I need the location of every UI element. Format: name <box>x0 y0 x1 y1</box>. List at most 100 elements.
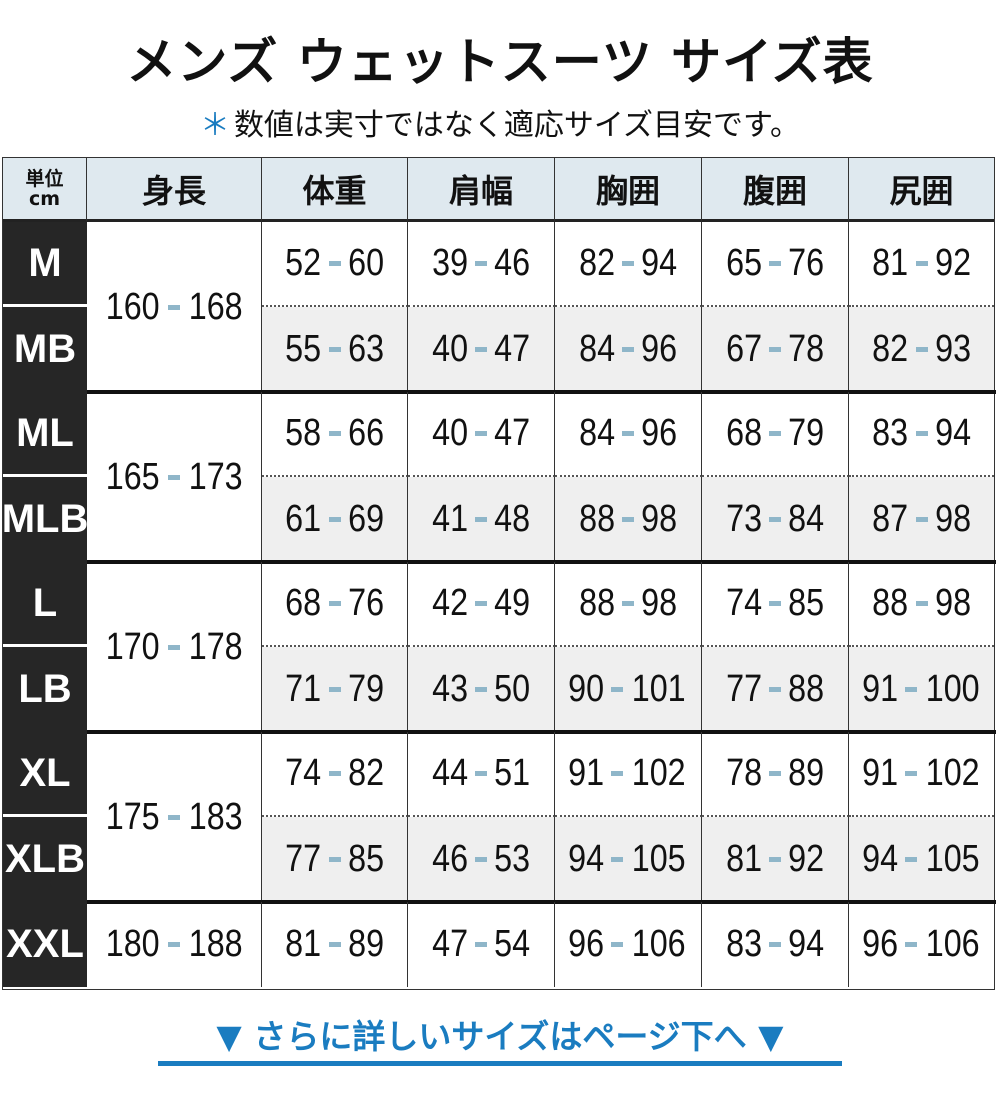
range-min: 180 <box>105 923 160 965</box>
more-details-link[interactable]: ▼ さらに詳しいサイズはページ下へ ▼ <box>160 1010 840 1058</box>
table-cell: 87 98 <box>849 477 994 562</box>
size-label: MB <box>3 307 87 392</box>
range-dash <box>475 347 487 352</box>
range-min: 82 <box>578 242 615 284</box>
column-header-label: 腹囲 <box>742 171 807 210</box>
height-cell: 175 183 <box>87 732 262 902</box>
range-dash <box>475 601 487 606</box>
table-cell: 40 47 <box>408 392 555 477</box>
range-max: 89 <box>347 923 384 965</box>
range-max: 98 <box>934 498 971 540</box>
range-min: 88 <box>578 582 615 624</box>
range-min: 81 <box>285 923 322 965</box>
range-dash <box>611 687 624 692</box>
range-min: 40 <box>431 412 468 454</box>
range-min: 91 <box>861 752 898 794</box>
range-min: 43 <box>431 668 468 710</box>
table-cell: 44 51 <box>408 732 555 817</box>
range-dash <box>622 601 634 606</box>
range-max: 183 <box>188 795 243 838</box>
range-max: 46 <box>494 242 531 284</box>
range-dash <box>915 517 928 522</box>
table-cell: 91 102 <box>555 732 702 817</box>
table-cell: 90 101 <box>555 647 702 732</box>
range-dash <box>328 261 341 266</box>
range-min: 61 <box>285 498 322 540</box>
column-header-label: 身長 <box>141 171 206 210</box>
range-dash <box>475 857 487 862</box>
table-cell: 91 102 <box>849 732 994 817</box>
table-cell: 83 94 <box>702 902 849 987</box>
range-dash <box>168 304 180 310</box>
column-header: 肩幅 <box>408 158 555 222</box>
range-dash <box>915 431 928 436</box>
range-max: 89 <box>788 752 825 794</box>
size-label: XL <box>3 732 87 817</box>
range-min: 88 <box>578 498 615 540</box>
range-max: 173 <box>188 455 243 498</box>
range-max: 105 <box>925 838 980 880</box>
range-min: 58 <box>285 412 322 454</box>
range-min: 74 <box>285 752 322 794</box>
range-min: 81 <box>725 838 762 880</box>
table-cell: 74 85 <box>702 562 849 647</box>
table-cell: 74 82 <box>262 732 408 817</box>
table-cell: 82 94 <box>555 222 702 307</box>
range-dash <box>328 857 341 862</box>
range-max: 88 <box>788 668 825 710</box>
arrow-down-icon: ▼ <box>216 1017 242 1056</box>
size-label: M <box>3 222 87 307</box>
range-max: 78 <box>788 328 825 370</box>
range-dash <box>611 771 624 776</box>
table-cell: 52 60 <box>262 222 408 307</box>
range-dash <box>769 517 781 522</box>
column-header: 身長 <box>87 158 262 222</box>
unit-header: 単位 cm <box>3 158 87 222</box>
range-max: 98 <box>641 582 678 624</box>
range-max: 47 <box>494 328 531 370</box>
range-min: 78 <box>725 752 762 794</box>
column-header-label: 胸囲 <box>595 171 660 210</box>
range-dash <box>915 601 928 606</box>
table-cell: 71 79 <box>262 647 408 732</box>
range-dash <box>769 942 781 947</box>
range-min: 44 <box>431 752 468 794</box>
range-dash <box>904 857 917 862</box>
group-divider <box>87 390 996 394</box>
column-header: 体重 <box>262 158 408 222</box>
range-dash <box>611 857 624 862</box>
range-max: 105 <box>632 838 687 880</box>
group-divider <box>87 560 996 564</box>
range-min: 94 <box>861 838 898 880</box>
table-cell: 68 76 <box>262 562 408 647</box>
range-max: 76 <box>788 242 825 284</box>
table-cell: 96 106 <box>555 902 702 987</box>
range-dash <box>904 687 917 692</box>
range-dash <box>769 261 781 266</box>
column-header: 尻囲 <box>849 158 994 222</box>
range-max: 98 <box>641 498 678 540</box>
range-min: 67 <box>725 328 762 370</box>
table-cell: 39 46 <box>408 222 555 307</box>
range-min: 88 <box>872 582 909 624</box>
size-name: LB <box>18 667 72 711</box>
range-max: 106 <box>925 923 980 965</box>
range-dash <box>168 644 180 650</box>
size-table: 単位 cm 身長 体重 肩幅 胸囲 腹囲 尻囲 160 168 M 52 60 39 46 82 94 65 76 8… <box>2 157 996 990</box>
subtitle: ＊数値は実寸ではなく適応サイズ目安です。 <box>0 100 1000 144</box>
range-max: 51 <box>494 752 531 794</box>
range-dash <box>475 771 487 776</box>
range-max: 92 <box>934 242 971 284</box>
range-min: 91 <box>861 668 898 710</box>
range-min: 87 <box>872 498 909 540</box>
range-dash <box>475 431 487 436</box>
range-min: 47 <box>431 923 468 965</box>
range-min: 40 <box>431 328 468 370</box>
range-max: 100 <box>925 668 980 710</box>
range-dash <box>904 942 917 947</box>
range-dash <box>622 347 634 352</box>
range-max: 93 <box>934 328 971 370</box>
range-min: 65 <box>725 242 762 284</box>
table-cell: 61 69 <box>262 477 408 562</box>
range-min: 91 <box>568 752 605 794</box>
